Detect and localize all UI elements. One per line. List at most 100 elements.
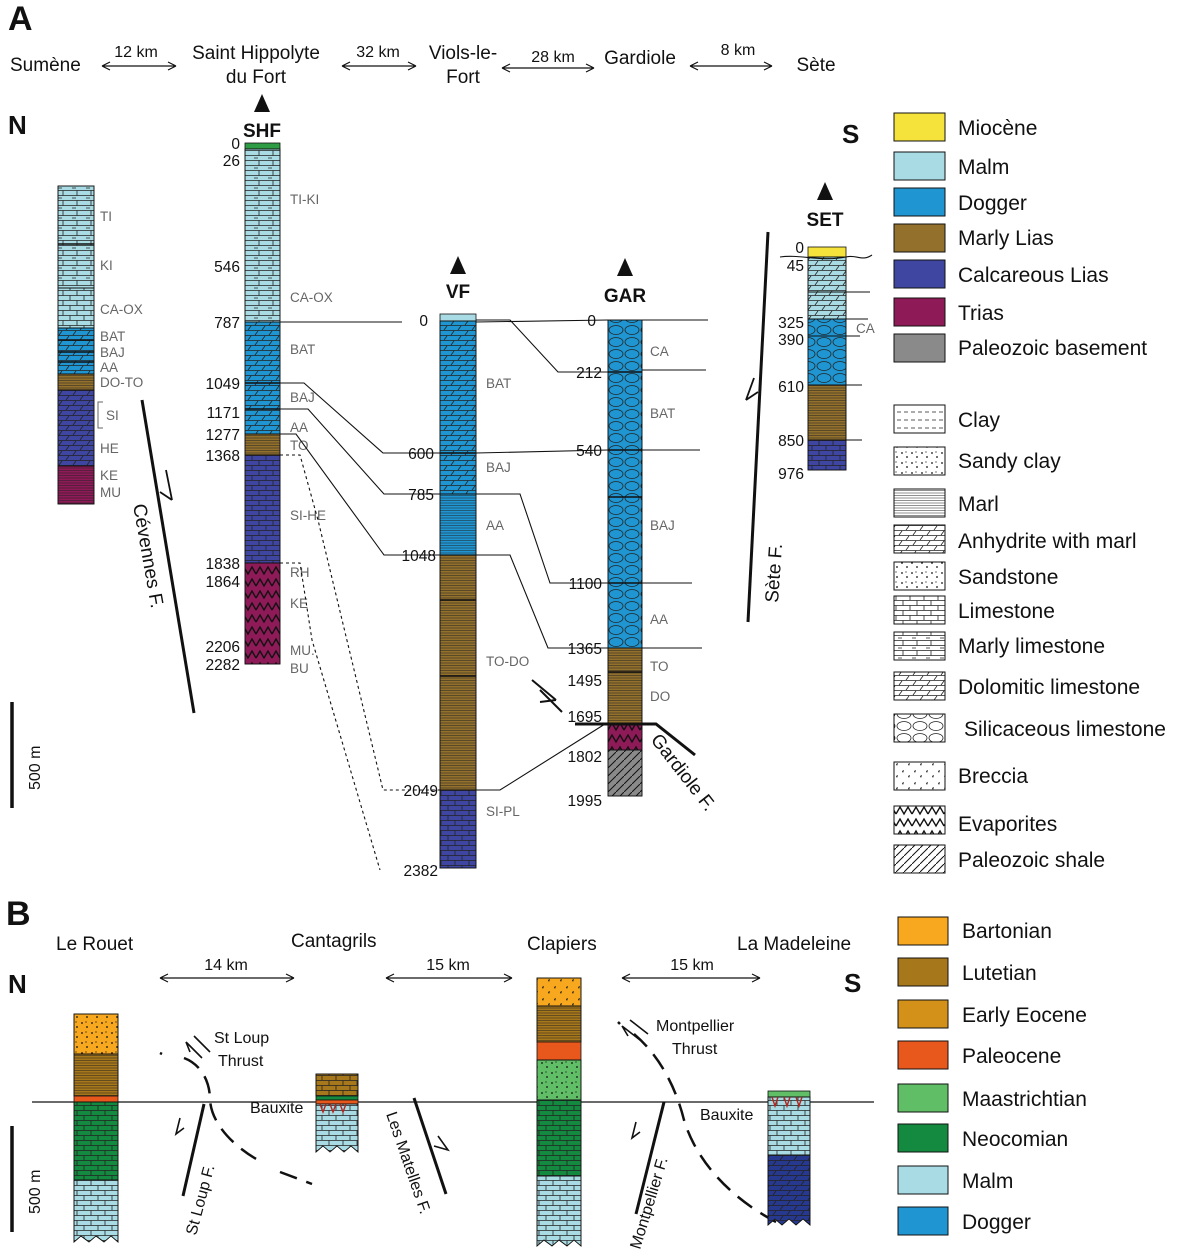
depth-label: 2206: [206, 639, 240, 656]
vf-well-marker: [450, 256, 466, 274]
legend-label: Lutetian: [962, 962, 1037, 985]
locality-gardiole: Gardiole: [604, 48, 676, 69]
gar-unit-labels: CA BAT BAJ AA TO DO: [650, 344, 675, 704]
locality-du-fort: du Fort: [226, 67, 287, 88]
la-madeleine-column: [767, 1090, 811, 1226]
set-depth-labels: 0 45 325 390 610 850 976: [778, 240, 804, 483]
distance-label: 12 km: [114, 44, 158, 61]
shf-column: [244, 142, 281, 665]
depth-label: 1277: [206, 427, 240, 444]
distance-label: 15 km: [670, 957, 714, 974]
legend-b-labels: Bartonian Lutetian Early Eocene Paleocen…: [962, 920, 1087, 1234]
depth-label: 610: [778, 379, 804, 396]
cantagrils-column: [315, 1073, 359, 1153]
depth-label: 1695: [568, 709, 602, 726]
legend-label: Marly Lias: [958, 227, 1054, 250]
sete-fault: Sète F.: [745, 231, 787, 623]
legend-a-labels: Miocène Malm Dogger Marly Lias Calcareou…: [958, 117, 1166, 872]
distance-label: 32 km: [356, 44, 400, 61]
legend-label: Anhydrite with marl: [958, 530, 1137, 553]
depth-label: 390: [778, 332, 804, 349]
unit-label: MU.: [290, 643, 315, 658]
legend-label: Dogger: [958, 192, 1027, 215]
montpellier-structures: Montpellier Thrust Montpellier F.: [617, 1018, 785, 1251]
les-matelles-fault: Les Matelles F.: [382, 1097, 450, 1216]
set-well-marker: [817, 182, 833, 200]
unit-label: KE: [290, 596, 308, 611]
legend-label: Marly limestone: [958, 635, 1105, 658]
depth-label: 0: [419, 313, 428, 330]
well-label-shf: SHF: [243, 121, 281, 142]
depth-label: 325: [778, 315, 804, 332]
gar-well-marker: [617, 258, 633, 276]
legend-label: Evaporites: [958, 813, 1057, 836]
legend-label: Sandy clay: [958, 450, 1061, 473]
south-label: S: [842, 119, 859, 149]
unit-label: TI-KI: [290, 192, 319, 207]
clapiers-column: [536, 977, 582, 1247]
le-rouet-column: [73, 1013, 119, 1243]
panel-a-localities: Sumène Saint Hippolyte du Fort Viols-le-…: [10, 43, 836, 88]
unit-label: TO-DO: [486, 654, 529, 669]
set-horizon-lines: [779, 254, 873, 441]
locality-sumene: Sumène: [10, 55, 81, 76]
scale-bar-a: 500 m: [10, 702, 44, 808]
panel-a-distance-arrows: [101, 61, 773, 73]
unit-label: CA: [856, 321, 875, 336]
depth-label: 787: [214, 315, 240, 332]
legend-label: Bartonian: [962, 920, 1052, 943]
legend-b: [897, 916, 949, 1236]
correlation-lines: [280, 319, 708, 791]
legend-label: Paleozoic shale: [958, 849, 1105, 872]
unit-label: RH: [290, 565, 310, 580]
depth-label: 2049: [404, 783, 438, 800]
locality-cantagrils: Cantagrils: [291, 931, 377, 952]
bauxite-label: Bauxite: [700, 1107, 753, 1124]
depth-label: 0: [795, 240, 804, 257]
cevennes-fault: Cévennes F.: [128, 399, 196, 714]
legend-label: Early Eocene: [962, 1004, 1087, 1027]
depth-label: 850: [778, 433, 804, 450]
locality-la-madeleine: La Madeleine: [737, 934, 851, 955]
distance-label: 15 km: [426, 957, 470, 974]
well-label-gar: GAR: [604, 286, 647, 307]
depth-label: 212: [576, 365, 602, 382]
locality-viols-le: Viols-le-: [429, 43, 497, 64]
depth-label: 26: [223, 153, 240, 170]
legend-label: Sandstone: [958, 566, 1058, 589]
unit-label: SI-HE: [290, 508, 326, 523]
depth-label: 976: [778, 466, 804, 483]
distance-label: 8 km: [721, 42, 756, 59]
locality-fort: Fort: [446, 67, 481, 88]
legend-label: Marl: [958, 493, 999, 516]
vf-column: [439, 313, 477, 869]
unit-label: BAT: [486, 376, 511, 391]
gar-depth-labels: 0 212 540 1100 1365 1495 1695 1802 1995: [568, 313, 603, 810]
unit-label: KE: [100, 468, 118, 483]
unit-label: AA: [100, 360, 118, 375]
north-label: N: [8, 969, 27, 999]
legend-label: Malm: [958, 156, 1009, 179]
depth-label: 1171: [207, 405, 240, 422]
panel-b-distance-arrows: [159, 973, 761, 983]
locality-clapiers: Clapiers: [527, 934, 597, 955]
unit-label: BAT: [290, 342, 315, 357]
unit-label: BU: [290, 661, 309, 676]
legend-label: Paleocene: [962, 1045, 1061, 1068]
depth-label: 785: [408, 487, 434, 504]
panel-b-label: B: [6, 895, 31, 933]
unit-label: BAJ: [650, 518, 675, 533]
depth-label: 1838: [206, 556, 240, 573]
unit-label: BAJ: [100, 345, 125, 360]
depth-label: 1048: [402, 548, 436, 565]
unit-label: AA: [486, 518, 504, 533]
unit-label: TI: [100, 209, 112, 224]
well-label-vf: VF: [446, 282, 470, 303]
sumene-unit-labels: TI KI CA-OX BAT BAJ AA DO-TO SI HE KE MU: [97, 209, 143, 500]
unit-label: AA: [650, 612, 668, 627]
legend-label: Calcareous Lias: [958, 264, 1109, 287]
scale-label: 500 m: [27, 1170, 44, 1214]
fault-label: Montpellier F.: [628, 1155, 672, 1251]
locality-le-rouet: Le Rouet: [56, 934, 134, 955]
